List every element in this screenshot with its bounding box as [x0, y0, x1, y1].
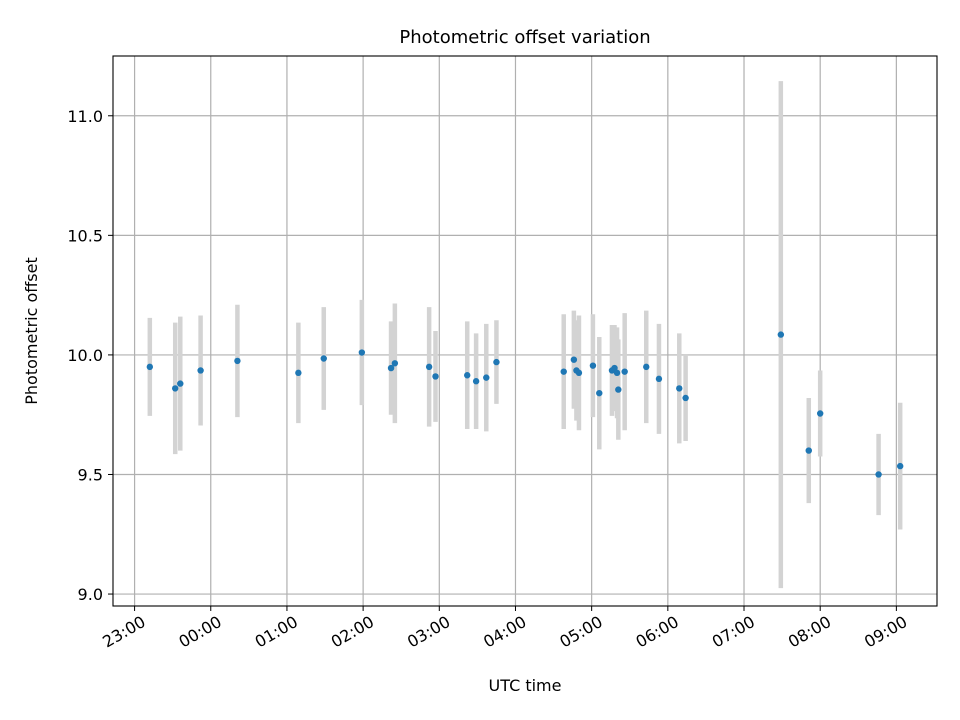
data-point [172, 385, 179, 392]
data-point [177, 380, 184, 387]
data-point [197, 367, 204, 374]
data-point [896, 462, 904, 470]
data-point [575, 369, 583, 377]
data-point [320, 355, 327, 362]
y-ticks: 9.0 9.5 10.0 10.5 11.0 [67, 107, 113, 604]
y-tick-label: 9.0 [78, 585, 103, 604]
y-tick-label: 10.0 [67, 346, 103, 365]
grid [113, 56, 937, 606]
data-point [234, 357, 241, 365]
y-tick-label: 11.0 [67, 107, 103, 126]
data-point [472, 378, 480, 385]
x-axis-label: UTC time [489, 676, 562, 695]
data-point [464, 372, 471, 379]
y-axis-label: Photometric offset [22, 257, 41, 405]
data-point [387, 364, 395, 372]
data-point [295, 369, 302, 377]
data-point [358, 349, 366, 356]
data-point [589, 362, 597, 369]
data-point [611, 364, 618, 372]
data-point [621, 368, 628, 375]
data-point [560, 368, 567, 375]
data-markers [146, 331, 904, 478]
data-point [875, 471, 882, 478]
data-point [596, 389, 603, 397]
chart-title: Photometric offset variation [399, 27, 650, 48]
data-point [391, 360, 399, 367]
data-point [432, 373, 439, 380]
data-point [655, 375, 663, 383]
data-point [676, 385, 683, 392]
data-point [682, 394, 689, 402]
data-point [805, 447, 812, 454]
data-point [816, 410, 824, 417]
plot-frame [112, 55, 938, 607]
data-point [643, 363, 650, 371]
data-point [493, 358, 500, 366]
data-point [483, 374, 490, 381]
data-point [146, 363, 154, 371]
y-tick-label: 9.5 [78, 465, 103, 484]
y-tick-label: 10.5 [67, 226, 103, 245]
data-point [777, 331, 785, 338]
data-point [613, 369, 621, 377]
data-point [570, 356, 578, 363]
data-point [425, 363, 433, 371]
data-point [615, 386, 622, 393]
